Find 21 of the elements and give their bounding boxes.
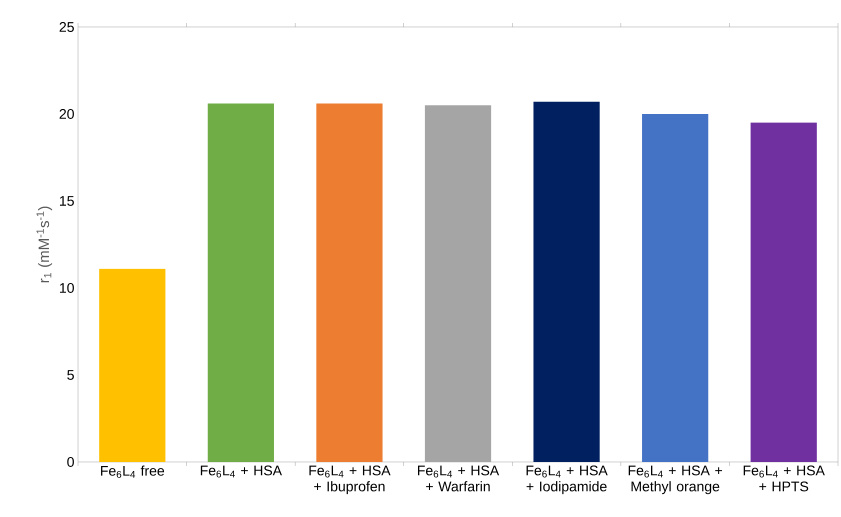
y-axis-title: r$_{1}$ (mM$^{-1}$s$^{-1}$) <box>36 206 52 282</box>
x-tick-label: Fe$_{6}$L$_{4}$ free <box>101 466 164 478</box>
bar <box>750 122 817 462</box>
bar <box>208 104 274 462</box>
bar <box>642 114 708 462</box>
bar <box>424 105 492 462</box>
bar <box>533 102 600 462</box>
y-tick-label: 15 <box>60 196 74 206</box>
x-tick-label: Fe$_{6}$L$_{4}$ + HSA + HPTS <box>744 466 825 492</box>
x-tick-label: Fe$_{6}$L$_{4}$ + HSA + Warfarin <box>418 466 500 492</box>
y-tick-label: 5 <box>67 370 74 380</box>
x-tick-label: Fe$_{6}$L$_{4}$ + HSA <box>200 466 282 478</box>
y-tick-label: 20 <box>60 109 74 119</box>
bar <box>316 104 383 462</box>
y-tick-label: 10 <box>60 283 74 293</box>
y-tick-label: 25 <box>60 22 74 32</box>
x-tick-label: Fe$_{6}$L$_{4}$ + HSA + Iodipamide <box>526 466 608 494</box>
y-tick-label: 0 <box>67 457 74 467</box>
x-tick-label: Fe$_{6}$L$_{4}$ + HSA + Methyl orange <box>628 466 722 494</box>
bar <box>99 268 166 462</box>
x-tick-label: Fe$_{6}$L$_{4}$ + HSA + Ibuprofen <box>309 466 391 494</box>
